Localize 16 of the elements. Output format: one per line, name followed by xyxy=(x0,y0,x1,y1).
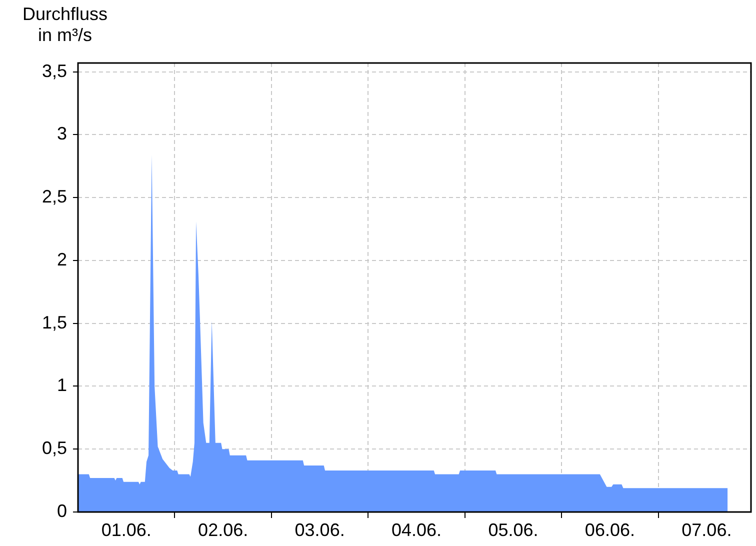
x-tick-label: 03.06. xyxy=(294,520,345,540)
y-tick-label: 2,5 xyxy=(42,186,67,207)
x-tick-label: 06.06. xyxy=(584,520,635,540)
y-tick-label: 3 xyxy=(56,124,67,144)
x-tick-label: 01.06. xyxy=(101,520,152,540)
x-tick-label: 04.06. xyxy=(391,520,442,540)
y-tick-label: 0,5 xyxy=(42,438,67,458)
y-axis-title: Durchfluss in m³/s xyxy=(21,4,109,46)
y-tick-label: 1,5 xyxy=(42,312,67,332)
y-tick-label: 3,5 xyxy=(42,60,67,81)
x-tick-label: 05.06. xyxy=(488,520,538,540)
x-tick-label: 07.06. xyxy=(682,520,732,540)
y-tick-label: 2 xyxy=(56,249,67,270)
y-tick-label: 0 xyxy=(56,500,67,521)
y-tick-label: 1 xyxy=(56,375,67,396)
x-tick-label: 02.06. xyxy=(198,520,248,540)
